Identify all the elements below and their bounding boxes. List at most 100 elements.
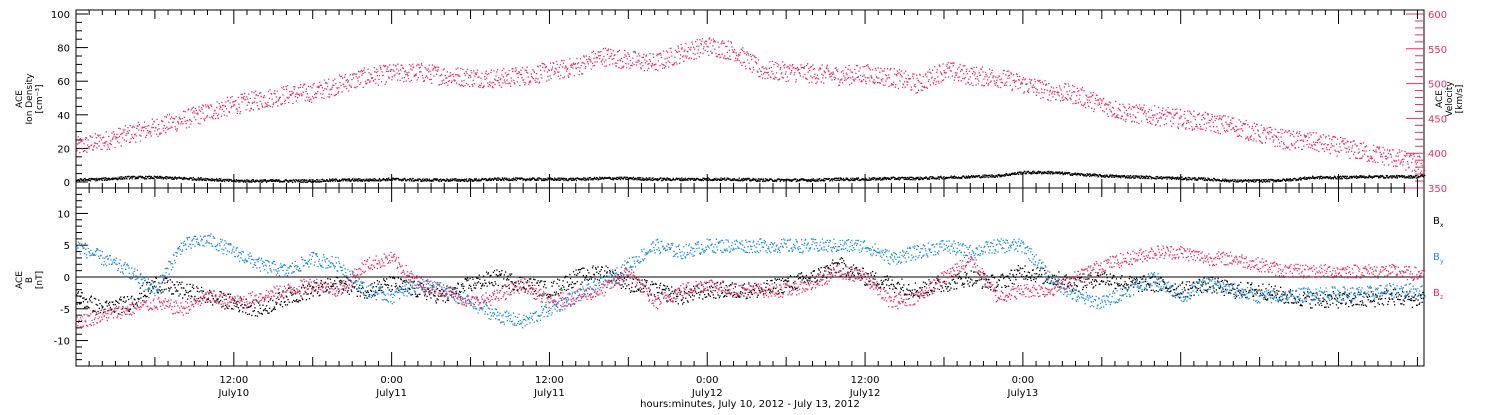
velocity-series-point [140,135,141,136]
density-series-point [703,180,704,181]
velocity-series-point [515,71,516,72]
velocity-series-point [1104,111,1105,112]
velocity-series-point [167,114,168,115]
velocity-series-point [1090,92,1091,93]
density-series-point [444,179,445,180]
velocity-series-point [1403,159,1404,160]
velocity-series-point [884,85,885,86]
velocity-series-point [1339,152,1340,153]
velocity-series-point [1336,144,1337,145]
velocity-series-point [218,118,219,119]
velocity-series-point [151,127,152,128]
velocity-series-point [728,40,729,41]
velocity-series-point [334,79,335,80]
velocity-series-point [381,71,382,72]
velocity-series-point [677,52,678,53]
density-series-point [516,180,517,181]
velocity-series-point [147,130,148,131]
velocity-series-point [1303,141,1304,142]
velocity-series-point [1165,118,1166,119]
velocity-series-point [768,72,769,73]
velocity-series-point [702,38,703,39]
velocity-series-point [364,72,365,73]
velocity-series-point [787,76,788,77]
velocity-series-point [947,67,948,68]
velocity-series-point [1125,121,1126,122]
velocity-series-point [1068,86,1069,87]
velocity-series-point [780,67,781,68]
velocity-series-point [1199,124,1200,125]
velocity-series-point [1054,91,1055,92]
velocity-series-point [428,71,429,72]
velocity-series-point [841,71,842,72]
velocity-series-point [235,100,236,101]
velocity-series-point [1208,122,1209,123]
velocity-series-point [632,58,633,59]
density-series-point [306,179,307,180]
field-axis-title-line: ACE [15,271,25,289]
velocity-series-point [1393,166,1394,167]
velocity-series-point [308,86,309,87]
velocity-series-point [1394,160,1395,161]
velocity-series-point [1049,91,1050,92]
time-tick-label: 0:00 [380,375,402,386]
velocity-series-point [275,93,276,94]
velocity-series-point [624,50,625,51]
velocity-series-point [883,71,884,72]
velocity-series-point [359,84,360,85]
density-series-point [392,180,393,181]
velocity-series-point [1188,120,1189,121]
density-series-point [666,180,667,181]
velocity-series-point [665,66,666,67]
velocity-series-point [778,64,779,65]
velocity-series-point [128,130,129,131]
velocity-series-point [1130,113,1131,114]
velocity-series-point [1354,152,1355,153]
velocity-series-point [343,84,344,85]
velocity-series-point [643,54,644,55]
velocity-series-point [333,80,334,81]
velocity-series-point [865,77,866,78]
velocity-series-point [1008,70,1009,71]
velocity-series-point [617,60,618,61]
velocity-series-point [523,79,524,80]
velocity-series-point [683,55,684,56]
velocity-series-point [1134,121,1135,122]
velocity-series-point [997,77,998,78]
velocity-series-point [603,48,604,49]
density-series-point [79,180,80,181]
velocity-series-point [1137,112,1138,113]
velocity-series-point [684,50,685,51]
velocity-series-point [1411,155,1412,156]
velocity-series-point [326,83,327,84]
velocity-series-point [518,77,519,78]
velocity-series-point [784,67,785,68]
velocity-series-point [590,61,591,62]
velocity-series-point [357,78,358,79]
velocity-series-point [331,94,332,95]
velocity-series-point [195,119,196,120]
velocity-series-point [1186,127,1187,128]
density-series-point [649,177,650,178]
velocity-series-point [432,69,433,70]
velocity-series-point [361,75,362,76]
velocity-series-point [763,73,764,74]
velocity-series-point [444,83,445,84]
velocity-series-point [1281,141,1282,142]
velocity-series-point [348,80,349,81]
velocity-series-point [1270,127,1271,128]
velocity-series-point [155,127,156,128]
velocity-series-point [809,70,810,71]
velocity-series-point [1170,121,1171,122]
velocity-series-point [771,71,772,72]
density-series-point [739,178,740,179]
velocity-series-point [980,75,981,76]
density-series-point [596,179,597,180]
velocity-series-point [578,74,579,75]
velocity-series-point [506,79,507,80]
velocity-series-point [1351,147,1352,148]
density-series-point [404,178,405,179]
velocity-series-point [1331,139,1332,140]
velocity-series-point [1319,139,1320,140]
